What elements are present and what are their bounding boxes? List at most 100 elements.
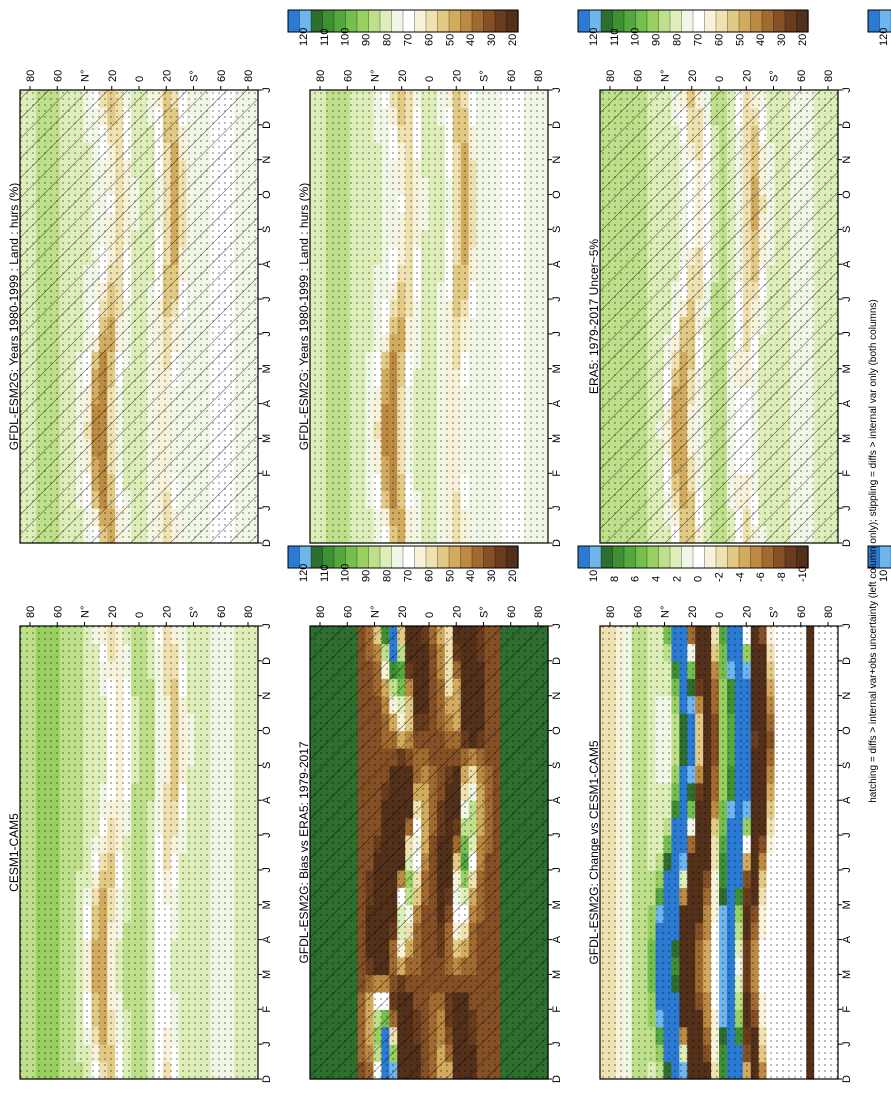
colorbar-swatch: [483, 9, 496, 33]
colorbar-label: -10: [797, 566, 809, 582]
colorbar-swatch: [471, 545, 485, 569]
colorbar-label: 30: [776, 34, 788, 46]
colorbar-swatch: [681, 9, 694, 33]
colorbar-label: 40: [755, 34, 767, 46]
month-label: A: [261, 260, 273, 268]
month-label: N: [551, 692, 563, 700]
month-label: S: [261, 226, 273, 233]
colorbar-swatch: [437, 9, 450, 33]
colorbar-frame: [287, 545, 519, 569]
lat-label: 20: [161, 70, 173, 82]
colorbar-swatch: [600, 545, 614, 569]
month-label: J: [261, 1041, 273, 1047]
colorbar-swatch: [635, 545, 648, 569]
hatching: [600, 90, 838, 543]
colorbar-label: 8: [609, 576, 621, 582]
colorbar-label: 90: [361, 34, 373, 46]
month-label: A: [261, 796, 273, 804]
month-label: J: [261, 832, 273, 838]
lat-label: S°: [479, 606, 491, 618]
colorbar-label: 4: [651, 576, 663, 582]
month-label: M: [551, 434, 563, 443]
colorbar-label: 20: [507, 570, 519, 582]
colorbar-swatch: [460, 9, 473, 33]
colorbar-swatch: [437, 545, 450, 569]
colorbar-frame: [867, 9, 891, 33]
month-label: J: [841, 296, 853, 302]
colorbar-label: 40: [465, 34, 477, 46]
colorbar-swatch: [796, 9, 809, 33]
month-label: F: [551, 470, 563, 477]
month-label: M: [841, 364, 853, 373]
colorbar-swatch: [784, 545, 798, 569]
lat-label: N°: [370, 606, 382, 618]
colorbar-swatch: [368, 9, 381, 33]
colorbar-swatch: [750, 545, 763, 569]
colorbar-swatch: [356, 545, 370, 569]
colorbar-label: 6: [630, 576, 642, 582]
lat-label: N°: [80, 606, 92, 618]
lat-label: 60: [216, 70, 228, 82]
lat-label: 60: [632, 70, 644, 82]
colorbar-label: 2: [672, 576, 684, 582]
lat-label: 60: [506, 606, 518, 618]
lat-label: 20: [451, 606, 463, 618]
colorbar-swatch: [414, 9, 427, 33]
panel-title: CESM1-CAM5: [7, 813, 21, 892]
colorbar-swatch: [448, 545, 462, 569]
colorbar-swatch: [715, 9, 729, 33]
month-label: J: [261, 623, 273, 629]
lat-label: 20: [397, 606, 409, 618]
colorbar-swatch: [612, 545, 625, 569]
colorbar-swatch: [796, 545, 809, 569]
colorbar-label: 50: [444, 570, 456, 582]
lat-label: N°: [370, 70, 382, 82]
colorbar-label: 80: [382, 34, 394, 46]
colorbar-swatch: [692, 9, 706, 33]
panel-title: GFDL-ESM2G: Years 1980-1999 : Land : hur…: [297, 183, 311, 450]
stippling: [20, 626, 258, 1079]
month-label: D: [551, 657, 563, 665]
lat-label: 80: [533, 606, 545, 618]
colorbar-label: 70: [402, 34, 414, 46]
lat-label: 60: [506, 70, 518, 82]
lat-label: S°: [189, 606, 201, 618]
colorbar-swatch: [704, 545, 717, 569]
colorbar-swatch: [727, 545, 740, 569]
month-label: F: [261, 1006, 273, 1013]
month-label: M: [261, 900, 273, 909]
month-label: S: [841, 226, 853, 233]
month-label: J: [551, 623, 563, 629]
month-label: D: [841, 121, 853, 129]
month-label: A: [841, 399, 853, 407]
colorbar-swatch: [623, 545, 637, 569]
month-label: A: [551, 260, 563, 268]
colorbar-label: 70: [692, 34, 704, 46]
lat-label: 20: [107, 606, 119, 618]
colorbar-label: 10: [588, 570, 600, 582]
colorbar-label: 100: [340, 564, 352, 582]
stippling: [310, 90, 548, 543]
colorbar-swatch: [669, 9, 683, 33]
month-label: A: [551, 935, 563, 943]
colorbar-swatch: [773, 545, 786, 569]
colorbar-label: 100: [630, 28, 642, 46]
month-label: S: [551, 226, 563, 233]
lat-label: 80: [25, 70, 37, 82]
colorbar-label: 60: [423, 570, 435, 582]
colorbar-swatch: [715, 545, 729, 569]
colorbar-swatch: [577, 545, 591, 569]
colorbar-swatch: [784, 9, 798, 33]
colorbar-swatch: [658, 9, 671, 33]
month-label: J: [841, 331, 853, 337]
lat-label: 80: [533, 70, 545, 82]
panel-title: GFDL-ESM2G: Years 1980-1999 : Land : hur…: [7, 183, 21, 450]
lat-label: 60: [52, 606, 64, 618]
month-label: O: [261, 726, 273, 735]
month-label: F: [261, 470, 273, 477]
lat-label: 60: [216, 606, 228, 618]
